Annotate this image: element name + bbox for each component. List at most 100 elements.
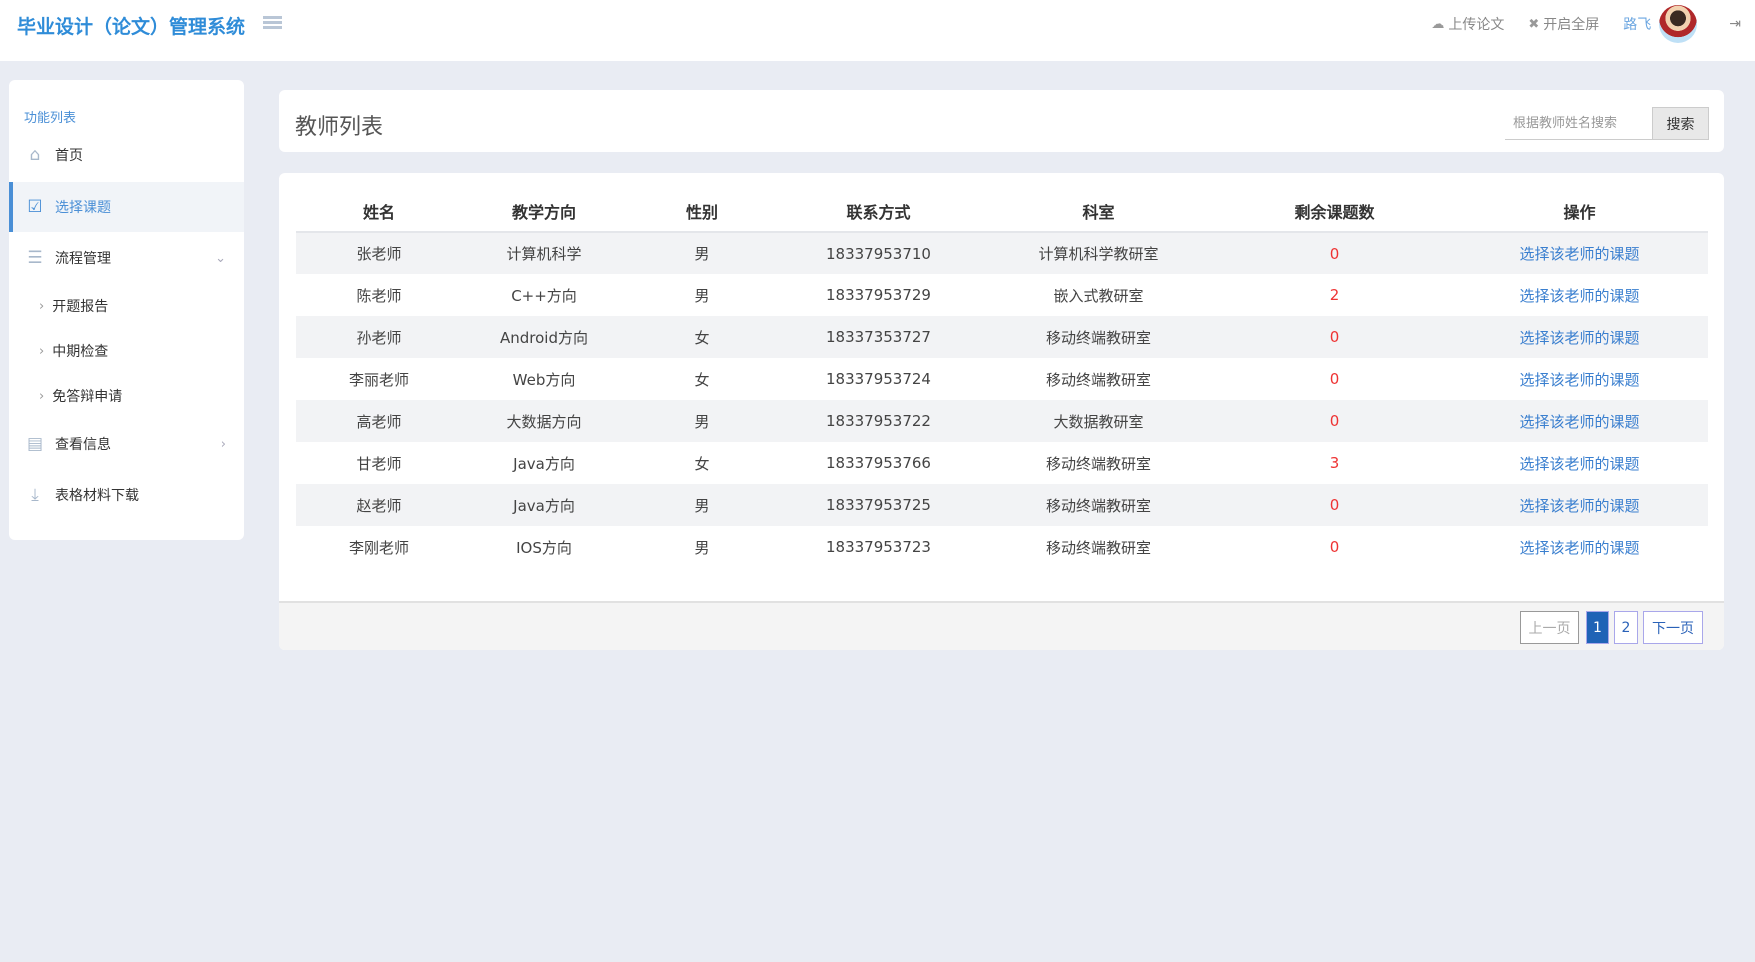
sidebar-sub-label: 开题报告 xyxy=(52,299,109,315)
table-row: 高老师 大数据方向男 18337953722 大数据教研室 0 选择该老师的课题 xyxy=(296,400,1708,442)
remaining-topics: 0 xyxy=(1218,232,1451,274)
gender: 男 xyxy=(626,400,778,442)
column-header: 联系方式 xyxy=(778,190,979,233)
select-teacher-topics-link[interactable]: 选择该老师的课题 xyxy=(1451,400,1708,442)
sidebar-sub-label: 免答辩申请 xyxy=(52,389,123,405)
gender: 男 xyxy=(694,286,710,305)
remaining-topics: 2 xyxy=(1329,286,1340,304)
sidebar-item-select-topic[interactable]: ☑ 选择课题 xyxy=(9,182,244,232)
sidebar-title: 功能列表 xyxy=(24,111,77,126)
list-icon: ☰ xyxy=(27,248,43,268)
select-teacher-topics-link[interactable]: 选择该老师的课题 xyxy=(1519,454,1640,473)
checkbox-icon: ☑ xyxy=(27,197,43,217)
department: 移动终端教研室 xyxy=(979,316,1218,358)
expand-icon: ✖ xyxy=(1528,16,1540,32)
page-1-button[interactable]: 1 xyxy=(1586,611,1609,644)
prev-page-button[interactable]: 上一页 xyxy=(1520,611,1579,644)
teaching-direction: Android方向 xyxy=(462,316,626,358)
download-icon: ⤓ xyxy=(31,485,39,505)
contact: 18337953766 xyxy=(826,454,931,472)
gender: 女 xyxy=(694,370,710,389)
sidebar-item-label: 首页 xyxy=(55,148,83,164)
teacher-table: 姓名 教学方向 性别 联系方式 科室 剩余课题数 操作 张老师 计算机科学男 183379537… xyxy=(296,190,1708,568)
select-teacher-topics-link[interactable]: 选择该老师的课题 xyxy=(1451,232,1708,274)
gender: 男 xyxy=(626,484,778,526)
gender: 女 xyxy=(694,454,710,473)
select-teacher-topics-link[interactable]: 选择该老师的课题 xyxy=(1519,370,1640,389)
avatar[interactable] xyxy=(1659,5,1698,43)
sidebar-item-label: 选择课题 xyxy=(55,200,111,216)
table-row: 赵老师 Java方向男 18337953725 移动终端教研室 0 选择该老师的课题 xyxy=(296,484,1708,526)
table-row: 孙老师 Android方向女 18337353727 移动终端教研室 0 选择该老师的课题 xyxy=(296,316,1708,358)
column-header: 教学方向 xyxy=(462,190,626,233)
menu-toggle-icon[interactable] xyxy=(263,16,282,31)
remaining-topics: 0 xyxy=(1329,370,1340,388)
column-header: 性别 xyxy=(626,190,778,233)
sidebar-item-download[interactable]: ⤓ 表格材料下载 xyxy=(9,470,244,520)
contact: 18337953729 xyxy=(826,286,931,304)
sidebar-sub-proposal[interactable]: › 开题报告 xyxy=(9,284,244,328)
remaining-topics: 3 xyxy=(1329,454,1340,472)
teacher-name: 李刚老师 xyxy=(348,538,409,557)
title-card: 教师列表 搜索 xyxy=(279,90,1724,152)
sidebar-item-home[interactable]: ⌂ 首页 xyxy=(9,130,244,180)
department: 移动终端教研室 xyxy=(1045,370,1151,389)
contact: 18337353727 xyxy=(778,316,979,358)
sidebar-item-label: 表格材料下载 xyxy=(55,488,139,504)
sidebar-sub-midterm[interactable]: › 中期检查 xyxy=(9,329,244,373)
chevron-right-icon: › xyxy=(39,343,45,359)
table-row: 陈老师 C++方向 男 18337953729 嵌入式教研室 2 选择该老师的课题 xyxy=(296,274,1708,316)
teaching-direction: 计算机科学 xyxy=(462,232,626,274)
cloud-upload-icon: ☁ xyxy=(1431,16,1445,32)
select-teacher-topics-link[interactable]: 选择该老师的课题 xyxy=(1451,316,1708,358)
user-name[interactable]: 路飞 xyxy=(1623,17,1652,33)
search-button[interactable]: 搜索 xyxy=(1652,107,1709,140)
sidebar-sub-label: 中期检查 xyxy=(52,344,109,360)
chevron-right-icon: › xyxy=(39,388,45,404)
fullscreen-label: 开启全屏 xyxy=(1543,17,1600,33)
teacher-name: 高老师 xyxy=(296,400,462,442)
search-input[interactable] xyxy=(1505,107,1652,140)
select-teacher-topics-link[interactable]: 选择该老师的课题 xyxy=(1451,484,1708,526)
department: 大数据教研室 xyxy=(979,400,1218,442)
next-page-button[interactable]: 下一页 xyxy=(1643,611,1703,644)
logout-icon[interactable]: ⇥ xyxy=(1729,16,1741,32)
sidebar-sub-exemption[interactable]: › 免答辩申请 xyxy=(9,374,244,418)
sidebar-item-process[interactable]: ☰ 流程管理 ⌄ xyxy=(9,233,244,283)
upload-thesis-button[interactable]: ☁ 上传论文 xyxy=(1431,14,1504,34)
sidebar: 功能列表 ⌂ 首页 ☑ 选择课题 ☰ 流程管理 ⌄ › 开题报告 › 中期检查 › 免答辩申请… xyxy=(9,80,244,540)
gender: 男 xyxy=(694,538,710,557)
select-teacher-topics-link[interactable]: 选择该老师的课题 xyxy=(1519,286,1640,305)
teacher-table-card: 姓名 教学方向 性别 联系方式 科室 剩余课题数 操作 张老师 计算机科学男 183379537… xyxy=(279,173,1724,650)
table-row: 甘老师 Java方向 女 18337953766 移动终端教研室 3 选择该老师的课题 xyxy=(296,442,1708,484)
contact: 18337953724 xyxy=(826,370,931,388)
teaching-direction: 大数据方向 xyxy=(462,400,626,442)
chevron-right-icon: › xyxy=(39,298,45,314)
sidebar-item-label: 流程管理 xyxy=(55,251,111,267)
sidebar-item-label: 查看信息 xyxy=(55,437,111,453)
teaching-direction: Web方向 xyxy=(512,370,576,389)
contact: 18337953723 xyxy=(826,538,931,556)
fullscreen-button[interactable]: ✖ 开启全屏 xyxy=(1528,14,1599,34)
table-row: 李丽老师 Web方向 女 18337953724 移动终端教研室 0 选择该老师的课题 xyxy=(296,358,1708,400)
upload-label: 上传论文 xyxy=(1448,17,1505,33)
page-2-button[interactable]: 2 xyxy=(1614,611,1638,644)
teacher-name: 甘老师 xyxy=(356,454,402,473)
department: 嵌入式教研室 xyxy=(1053,286,1144,305)
home-icon: ⌂ xyxy=(29,145,41,165)
calendar-icon: ▤ xyxy=(26,434,44,454)
teacher-name: 赵老师 xyxy=(296,484,462,526)
department: 移动终端教研室 xyxy=(1045,538,1151,557)
teaching-direction: Java方向 xyxy=(462,484,626,526)
app-title: 毕业设计（论文）管理系统 xyxy=(17,16,246,38)
sidebar-item-info[interactable]: ▤ 查看信息 › xyxy=(9,419,244,469)
chevron-down-icon: ⌄ xyxy=(215,250,226,266)
department: 移动终端教研室 xyxy=(1045,454,1151,473)
teacher-name: 李丽老师 xyxy=(348,370,409,389)
teaching-direction: Java方向 xyxy=(513,454,575,473)
gender: 男 xyxy=(626,232,778,274)
select-teacher-topics-link[interactable]: 选择该老师的课题 xyxy=(1519,538,1640,557)
contact: 18337953710 xyxy=(778,232,979,274)
remaining-topics: 0 xyxy=(1218,484,1451,526)
column-header: 科室 xyxy=(979,190,1218,233)
